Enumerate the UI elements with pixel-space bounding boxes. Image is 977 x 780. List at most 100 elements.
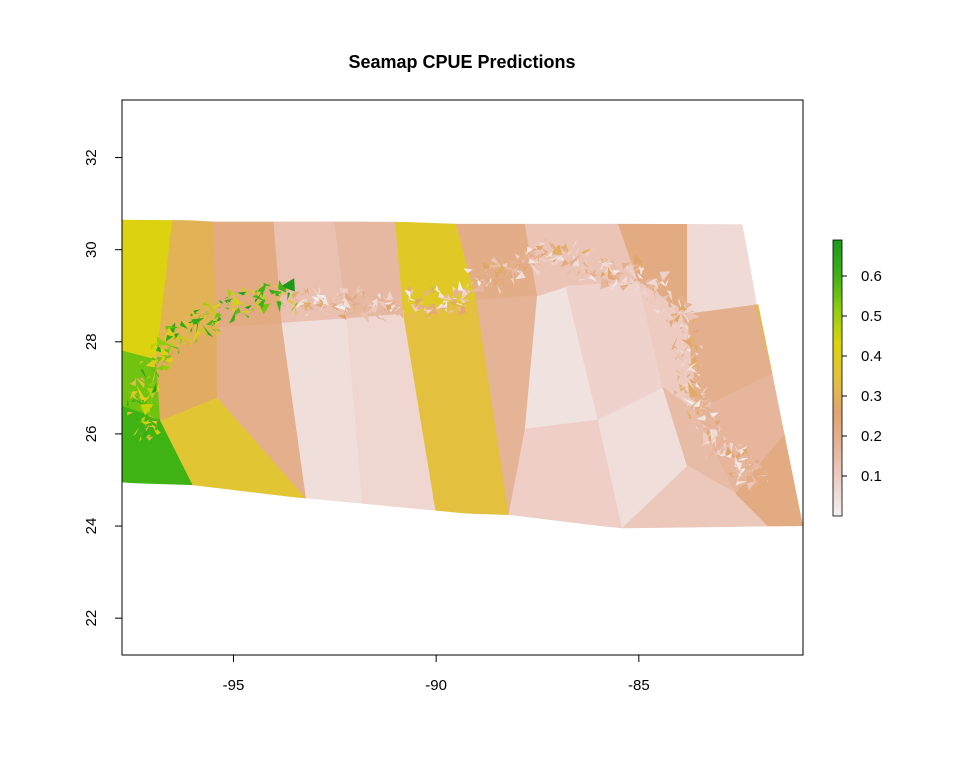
noise-cell <box>689 338 694 344</box>
noise-cell <box>154 370 159 372</box>
noise-cell <box>209 301 221 310</box>
y-tick-label: 22 <box>83 610 100 627</box>
noise-cell <box>659 281 667 287</box>
noise-cell <box>294 301 305 310</box>
noise-cell <box>746 451 749 457</box>
noise-cell <box>510 269 515 282</box>
noise-cell <box>480 282 487 288</box>
noise-cell <box>212 323 220 330</box>
noise-cell <box>757 467 765 475</box>
noise-cell <box>515 261 524 268</box>
noise-cell <box>419 301 426 305</box>
noise-cell <box>136 385 146 401</box>
noise-cell <box>447 303 450 308</box>
noise-cell <box>158 355 171 357</box>
noise-cell <box>462 298 472 302</box>
noise-cell <box>226 300 229 306</box>
noise-cell <box>156 356 161 366</box>
noise-cell <box>286 299 295 304</box>
noise-cell <box>332 296 339 300</box>
noise-cell <box>555 258 559 263</box>
noise-cell <box>193 309 201 314</box>
noise-cell <box>523 242 527 245</box>
noise-cell <box>276 292 284 303</box>
noise-cell <box>139 361 144 365</box>
noise-cell <box>367 303 379 307</box>
noise-cell <box>306 288 309 296</box>
noise-cell <box>755 485 764 488</box>
noise-cell <box>558 267 565 271</box>
noise-cell <box>492 279 501 287</box>
noise-cell <box>681 369 687 371</box>
noise-cell <box>465 270 467 280</box>
noise-cell <box>522 244 531 255</box>
noise-cell <box>624 263 635 274</box>
noise-cell <box>484 268 488 272</box>
noise-cell <box>683 324 689 331</box>
noise-cell <box>612 255 614 268</box>
noise-cell <box>677 323 682 326</box>
noise-cell <box>396 310 404 319</box>
map-area <box>122 219 803 529</box>
x-tick-label: -95 <box>223 677 245 694</box>
noise-cell <box>205 309 213 316</box>
noise-cell <box>371 291 377 297</box>
noise-cell <box>342 307 348 318</box>
noise-cell <box>538 243 543 249</box>
noise-cell <box>687 338 694 348</box>
noise-cell <box>522 254 526 258</box>
noise-cell <box>140 369 147 380</box>
noise-cell <box>206 300 214 312</box>
noise-cell <box>143 397 150 404</box>
noise-cell <box>333 292 347 299</box>
noise-cell <box>697 419 713 426</box>
noise-cell <box>145 425 151 432</box>
noise-cell <box>645 281 652 287</box>
noise-cell <box>147 354 157 360</box>
noise-cell <box>579 262 582 267</box>
noise-cell <box>336 310 341 311</box>
noise-cell <box>628 276 637 284</box>
noise-cell <box>633 252 643 265</box>
noise-cell <box>510 271 513 279</box>
noise-cell <box>299 303 310 308</box>
noise-cell <box>523 251 537 262</box>
noise-cell <box>414 298 424 306</box>
noise-cell <box>356 312 361 316</box>
noise-cell <box>259 289 264 298</box>
noise-cell <box>681 330 685 334</box>
noise-cell <box>267 283 272 288</box>
y-tick-label: 26 <box>83 426 100 443</box>
noise-cell <box>521 259 530 264</box>
noise-cell <box>651 284 661 297</box>
noise-cell <box>334 303 348 312</box>
noise-cell <box>165 361 168 365</box>
noise-cell <box>693 400 705 413</box>
noise-cell <box>194 338 198 345</box>
noise-cell <box>604 271 608 282</box>
legend-tick-label: 0.1 <box>861 468 882 485</box>
noise-cell <box>586 256 588 259</box>
noise-cell <box>669 336 671 341</box>
noise-cell <box>685 359 687 365</box>
noise-cell <box>222 296 228 300</box>
noise-cell <box>353 304 355 313</box>
noise-cell <box>681 397 694 406</box>
noise-cell <box>402 310 405 314</box>
noise-cell <box>686 336 693 346</box>
noise-cell <box>457 302 459 306</box>
noise-cell <box>534 253 540 257</box>
noise-cell <box>376 291 387 301</box>
noise-cell <box>640 282 645 289</box>
noise-cell <box>230 292 237 296</box>
noise-cell <box>737 457 748 460</box>
noise-cell <box>355 305 361 310</box>
noise-cell <box>529 263 541 277</box>
noise-cell <box>752 468 754 473</box>
noise-cell <box>167 347 173 354</box>
noise-cell <box>534 247 538 250</box>
noise-cell <box>676 370 686 377</box>
noise-cell <box>698 344 703 349</box>
noise-cell <box>299 299 308 303</box>
y-tick-label: 30 <box>83 241 100 258</box>
